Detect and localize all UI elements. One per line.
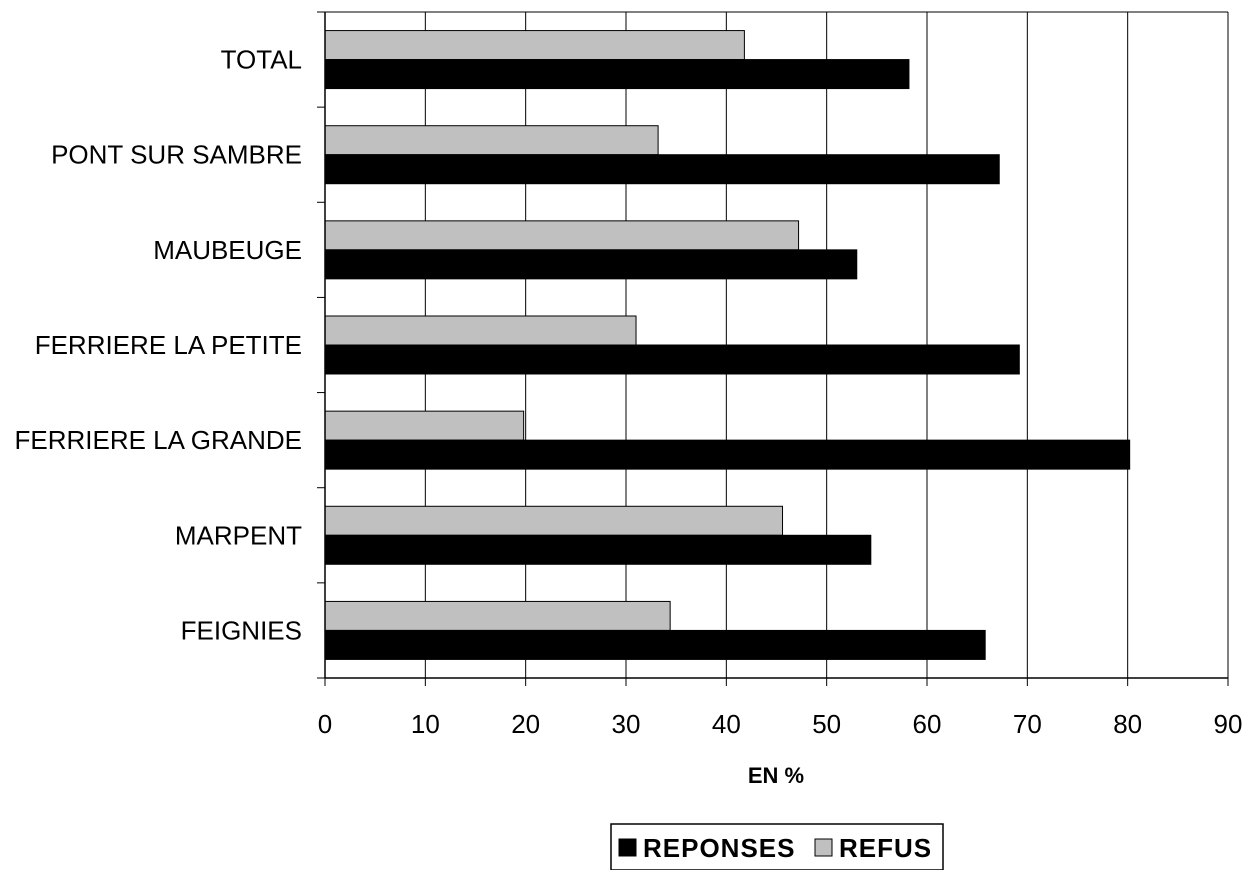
- y-tick-label: MARPENT: [175, 520, 302, 550]
- x-tick-label: 30: [612, 709, 641, 739]
- x-tick-label: 50: [812, 709, 841, 739]
- legend-swatch-refus: [814, 838, 833, 857]
- bar-reponses: [324, 344, 1020, 375]
- bar-reponses: [324, 59, 910, 90]
- x-tick-label: 40: [712, 709, 741, 739]
- y-tick-label: MAUBEUGE: [153, 235, 302, 265]
- x-tick-label: 0: [318, 709, 332, 739]
- bar-reponses: [324, 439, 1131, 470]
- legend-box: [610, 823, 944, 870]
- x-tick-label: 90: [1214, 709, 1243, 739]
- bar-refus: [324, 315, 637, 346]
- bar-refus: [324, 600, 671, 631]
- legend-label-reponses: REPONSES: [643, 833, 796, 863]
- bar-refus: [324, 410, 525, 441]
- x-tick-labels: 0 10 20 30 40 50 60 70 80 90: [318, 709, 1243, 739]
- y-tick-label: TOTAL: [221, 45, 302, 75]
- bar-refus: [324, 30, 745, 61]
- legend-label-refus: REFUS: [839, 833, 932, 863]
- bars: [324, 30, 1131, 660]
- x-tick-label: 60: [913, 709, 942, 739]
- legend-swatch-reponses: [618, 838, 637, 857]
- bar-reponses: [324, 629, 986, 660]
- x-tick-label: 20: [511, 709, 540, 739]
- legend: REPONSES REFUS: [610, 823, 944, 870]
- y-tick-label: PONT SUR SAMBRE: [51, 140, 302, 170]
- x-tick-label: 10: [411, 709, 440, 739]
- bar-reponses: [324, 154, 1000, 185]
- y-tick-labels: TOTAL PONT SUR SAMBRE MAUBEUGE FERRIERE LA …: [14, 45, 302, 646]
- x-tick-label: 80: [1113, 709, 1142, 739]
- axes: [317, 11, 1229, 686]
- bar-refus: [324, 125, 659, 156]
- bar-reponses: [324, 249, 858, 280]
- y-tick-label: FEIGNIES: [181, 615, 302, 645]
- x-tick-label: 70: [1013, 709, 1042, 739]
- y-tick-label: FERRIERE LA GRANDE: [14, 425, 302, 455]
- bar-refus: [324, 220, 800, 251]
- x-axis-title: EN %: [748, 763, 804, 788]
- bar-reponses: [324, 534, 872, 565]
- bar-refus: [324, 505, 784, 536]
- y-tick-label: FERRIERE LA PETITE: [35, 330, 302, 360]
